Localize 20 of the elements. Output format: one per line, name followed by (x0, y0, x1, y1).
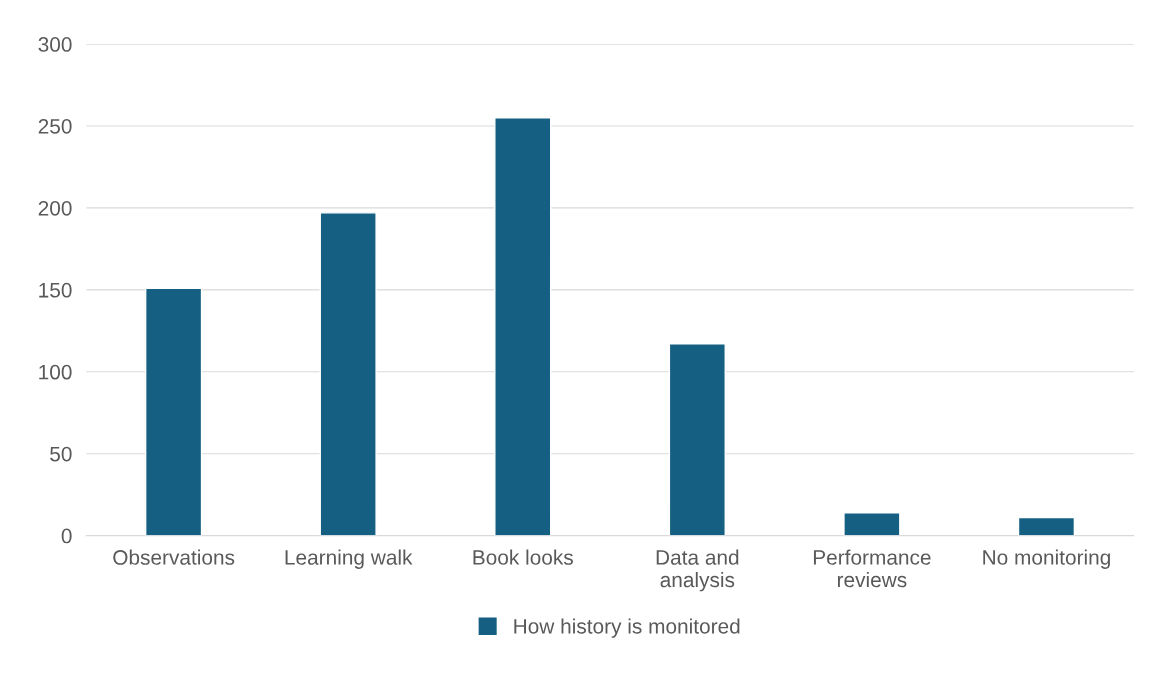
x-tick-label: No monitoring (983, 549, 1110, 569)
bar (319, 212, 377, 536)
y-tick-label: 250 (38, 119, 72, 134)
bar (494, 117, 552, 536)
y-tick-label: 300 (38, 37, 72, 52)
x-tick-label: Learning walk (285, 549, 413, 569)
x-tick-label: Performance reviews (813, 549, 931, 588)
x-tick-label: Data and analysis (656, 549, 739, 592)
bar (668, 343, 726, 536)
y-tick-label: 0 (61, 528, 72, 544)
y-tick-label: 100 (39, 364, 72, 380)
bar (843, 511, 901, 536)
y-tick-label: 200 (38, 200, 72, 216)
y-tick-label: 150 (39, 282, 72, 298)
legend-label: How history is monitored (514, 618, 740, 638)
x-tick-label: Book looks (473, 549, 573, 565)
y-tick-label: 50 (50, 446, 72, 462)
bar (144, 287, 203, 536)
x-tick-label: Observations (113, 549, 235, 565)
bar (1017, 516, 1076, 536)
